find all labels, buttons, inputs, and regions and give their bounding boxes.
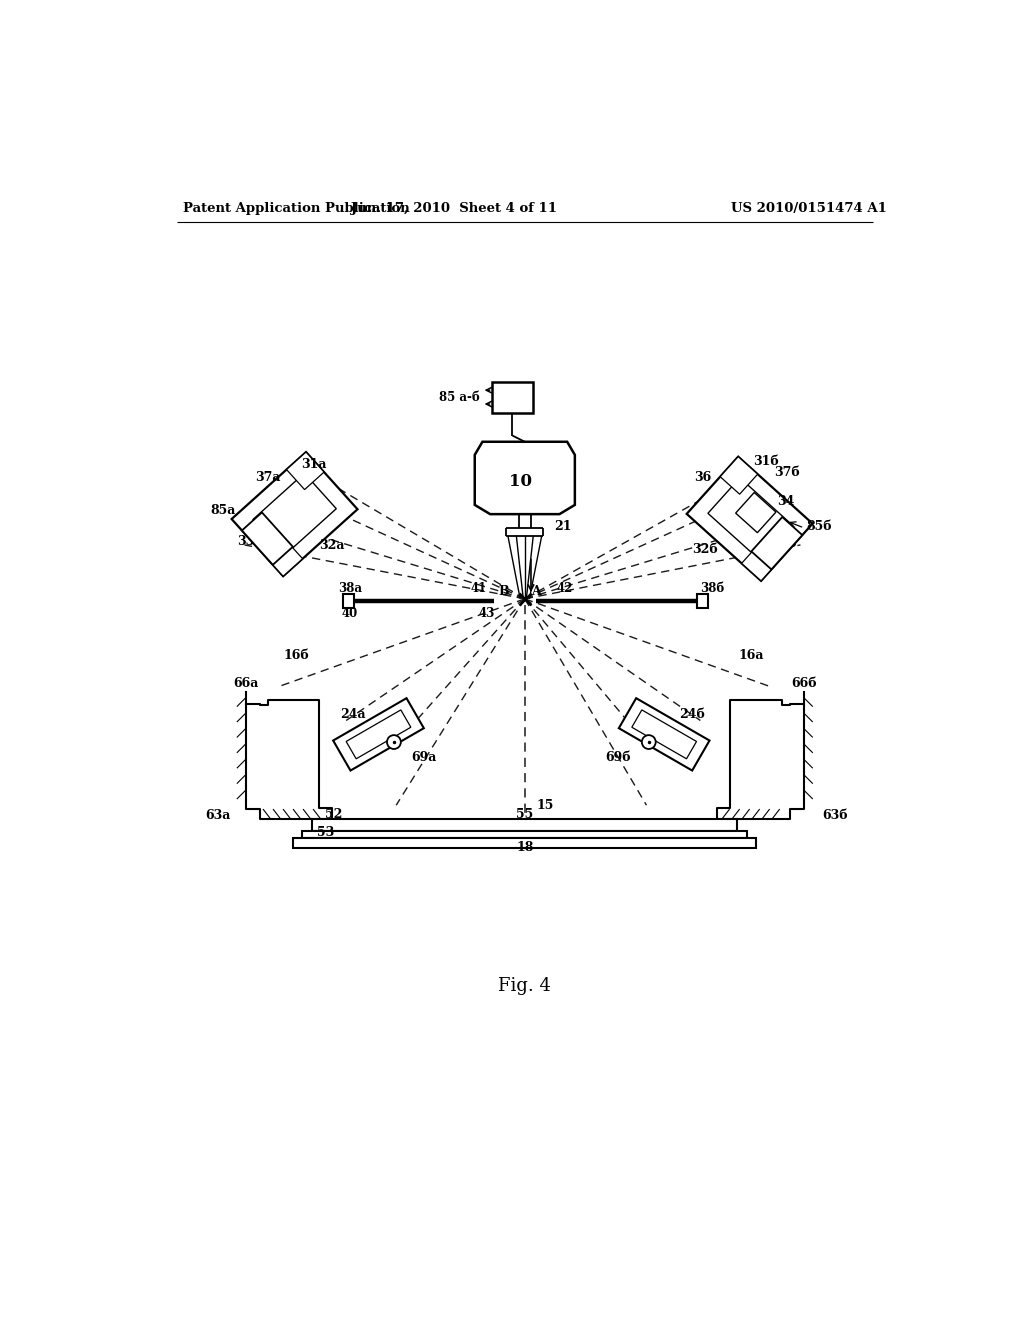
Text: 34: 34 (777, 495, 795, 508)
Polygon shape (735, 492, 776, 533)
Text: 85а: 85а (210, 504, 236, 517)
Text: 32б: 32б (691, 543, 717, 556)
Text: 63а: 63а (205, 809, 230, 822)
Bar (493, 381, 532, 412)
Text: 42: 42 (557, 582, 573, 594)
Polygon shape (333, 698, 424, 771)
Text: 63б: 63б (822, 809, 848, 822)
Text: 66а: 66а (233, 677, 259, 690)
Polygon shape (687, 457, 813, 581)
Text: 31а: 31а (301, 458, 327, 471)
Text: 38а: 38а (338, 582, 362, 594)
Text: 33б: 33б (771, 537, 797, 550)
Polygon shape (632, 710, 696, 759)
Text: 32а: 32а (319, 539, 345, 552)
Text: 66б: 66б (791, 677, 816, 690)
Polygon shape (265, 539, 303, 577)
Text: 16б: 16б (284, 648, 309, 661)
Text: 36: 36 (694, 471, 711, 484)
Text: 15: 15 (537, 799, 554, 812)
Bar (697, 594, 708, 609)
Text: 18: 18 (516, 841, 534, 854)
Text: 69б: 69б (605, 751, 631, 764)
Text: 33а: 33а (238, 535, 263, 548)
Text: 31б: 31б (753, 454, 778, 467)
Polygon shape (242, 512, 293, 565)
Text: 55: 55 (516, 808, 534, 821)
Text: 38б: 38б (700, 582, 725, 594)
Text: 53: 53 (316, 825, 334, 838)
Text: 80: 80 (502, 391, 523, 404)
Bar (302, 830, 746, 838)
Text: Patent Application Publication: Patent Application Publication (183, 202, 410, 215)
Polygon shape (287, 451, 324, 490)
Text: 16а: 16а (738, 648, 764, 661)
Polygon shape (618, 698, 710, 771)
Circle shape (387, 735, 400, 748)
Text: 85б: 85б (807, 520, 833, 533)
Circle shape (642, 735, 655, 748)
Text: Jun. 17, 2010  Sheet 4 of 11: Jun. 17, 2010 Sheet 4 of 11 (351, 202, 557, 215)
Polygon shape (752, 517, 802, 569)
Text: A: A (530, 585, 541, 598)
Text: 24б: 24б (679, 708, 705, 721)
Text: 24а: 24а (340, 708, 366, 721)
Text: Fig. 4: Fig. 4 (499, 977, 551, 995)
Text: 69а: 69а (412, 751, 437, 764)
Text: US 2010/0151474 A1: US 2010/0151474 A1 (731, 202, 887, 215)
Text: 43: 43 (478, 607, 495, 620)
Polygon shape (720, 457, 758, 494)
Polygon shape (253, 473, 336, 556)
Text: 85 а-б: 85 а-б (439, 391, 480, 404)
Bar (343, 594, 354, 609)
Text: 10: 10 (510, 474, 532, 490)
Text: 52: 52 (326, 808, 343, 821)
Text: 37а: 37а (255, 471, 281, 484)
Bar (311, 818, 737, 830)
Polygon shape (346, 710, 411, 759)
Text: B: B (498, 585, 509, 598)
Text: 21: 21 (554, 520, 571, 533)
Text: 41: 41 (470, 582, 486, 594)
Text: 37б: 37б (774, 466, 800, 479)
Bar (293, 838, 756, 849)
Polygon shape (741, 544, 779, 581)
Polygon shape (708, 478, 792, 560)
Text: 40: 40 (342, 607, 358, 620)
Polygon shape (231, 451, 357, 577)
Polygon shape (475, 442, 574, 515)
